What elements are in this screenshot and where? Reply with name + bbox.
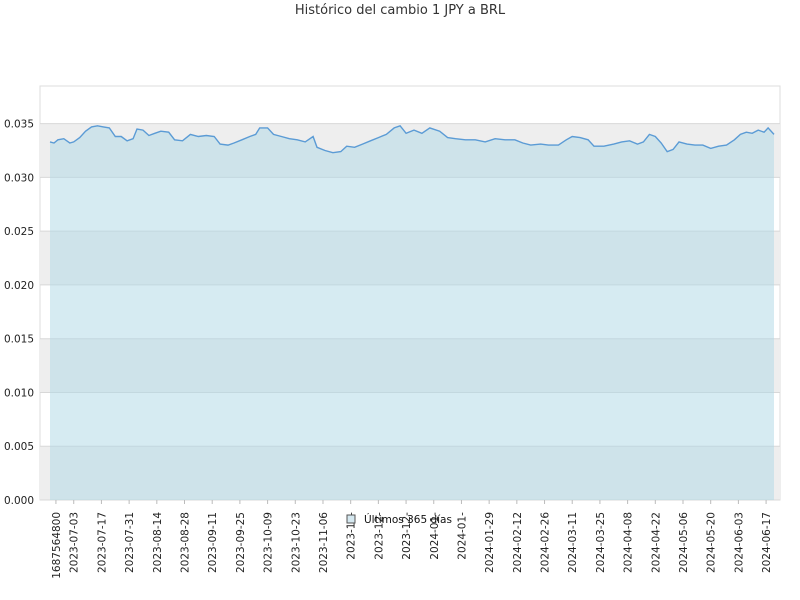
y-tick-label: 0.005 [4, 441, 34, 453]
chart-title: Histórico del cambio 1 JPY a BRL [294, 3, 506, 18]
x-tick-label: 2023-07-03 [69, 512, 81, 573]
x-tick-label: 2023-12- [401, 512, 413, 560]
x-tick-label: 2023-09-11 [207, 512, 219, 573]
x-tick-label: 2024-06-17 [761, 512, 773, 573]
x-tick-label: 2024-01- [457, 512, 469, 560]
x-tick-label: 2023-08-14 [152, 512, 164, 573]
x-tick-label: 2023-10-23 [290, 512, 302, 573]
series-area-fill [50, 125, 774, 501]
y-tick-label: 0.015 [4, 334, 34, 346]
y-tick-label: 0.035 [4, 119, 34, 131]
x-tick-label: 2024-05-06 [678, 512, 690, 573]
x-tick-label: 2023-07-31 [124, 512, 136, 573]
series-line [49, 124, 775, 154]
y-tick-label: 0.025 [4, 226, 34, 238]
x-tick-label: 2023-10-09 [263, 512, 275, 573]
x-tick-label: 2023-07-17 [96, 512, 108, 573]
x-tick-label: 2024-02-12 [512, 512, 524, 573]
x-tick-label: 2024-04-22 [650, 512, 662, 573]
x-tick-label: 2023-08-28 [180, 512, 192, 573]
y-tick-label: 0.030 [4, 172, 34, 184]
x-tick-label: 2023-09-25 [235, 512, 247, 573]
x-tick-label: 2024-01-29 [484, 512, 496, 573]
x-tick-label: 2023-11-06 [318, 512, 330, 573]
x-tick-label: 2024-05-20 [706, 512, 718, 573]
legend-swatch [346, 514, 356, 524]
x-axis: 1687564800 2023-07-03 2023-07-17 2023-07-31… [51, 500, 773, 579]
x-tick-label: 2024-01- [429, 512, 441, 560]
y-tick-label: 0.020 [4, 280, 34, 292]
y-tick-label: 0.010 [4, 387, 34, 399]
x-tick-label: 2024-06-03 [733, 512, 745, 573]
y-tick-label: 0.000 [4, 495, 34, 507]
y-axis: 0.000 0.005 0.010 0.015 0.020 0.025 0.030 0.035 [4, 119, 34, 507]
series-area [49, 124, 775, 501]
x-tick-label: 2024-03-25 [595, 512, 607, 573]
x-tick-label: 2023-12- [373, 512, 385, 560]
legend-label: Últimos 365 días [364, 513, 452, 526]
x-tick-label: 2024-03-11 [567, 512, 579, 573]
x-tick-label: 2023-11- [346, 512, 358, 560]
legend: Últimos 365 días [346, 513, 452, 526]
x-tick-label: 1687564800 [51, 512, 63, 579]
x-tick-label: 2024-04-08 [623, 512, 635, 573]
x-tick-label: 2024-02-26 [540, 512, 552, 573]
